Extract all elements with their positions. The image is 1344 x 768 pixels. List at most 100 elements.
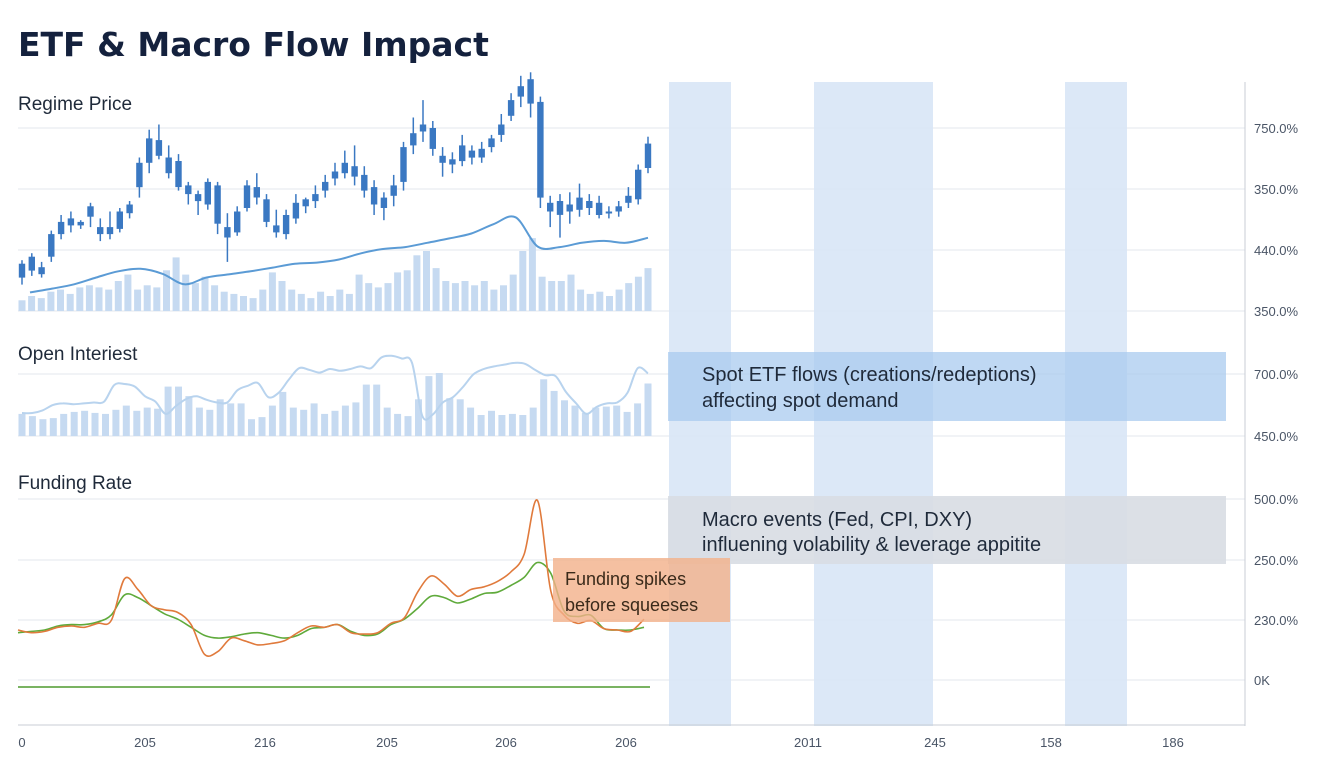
- candle-body: [390, 185, 397, 196]
- oi-bar: [488, 410, 495, 436]
- candle-body: [547, 202, 554, 212]
- volume-bar: [461, 281, 469, 311]
- volume-bar: [307, 298, 315, 311]
- candle-body: [282, 215, 290, 235]
- oi-bar: [122, 405, 130, 437]
- oi-bar: [39, 419, 47, 436]
- candle-body: [165, 157, 172, 174]
- oi-bar: [81, 410, 89, 436]
- oi-bar: [425, 376, 433, 436]
- candle-body: [292, 202, 300, 219]
- oi-bar: [446, 398, 454, 436]
- volume-bar: [384, 283, 392, 311]
- candle-body: [459, 145, 466, 162]
- oi-bar: [404, 416, 412, 436]
- volume-bar: [47, 291, 55, 311]
- oi-bar: [154, 408, 162, 436]
- candle-body: [380, 197, 388, 208]
- volume-bar: [394, 272, 402, 311]
- volume-bar: [57, 289, 64, 311]
- panel-label-funding: Funding Rate: [18, 473, 132, 494]
- funding-rate-lines: [17, 499, 650, 688]
- x-tick-label: 0: [18, 735, 25, 750]
- oi-line-path: [21, 354, 649, 421]
- oi-bar: [268, 405, 276, 437]
- volume-bar: [423, 251, 430, 311]
- volume-bar: [259, 289, 267, 311]
- oi-bar: [634, 403, 642, 436]
- candle-body: [77, 221, 84, 226]
- oi-bar: [341, 405, 349, 437]
- volume-bar: [317, 291, 325, 311]
- candle-body: [517, 86, 524, 97]
- candle-body: [351, 166, 358, 177]
- volume-bar: [230, 293, 238, 311]
- volume-bar: [577, 289, 585, 311]
- candle-body: [234, 211, 241, 233]
- volume-bar: [548, 281, 556, 311]
- volume-bar: [625, 283, 633, 311]
- candle-body: [312, 194, 319, 202]
- etf-annotation-line-1: Spot ETF flows (creations/redeptions): [702, 364, 1037, 386]
- price-candles: [18, 72, 652, 285]
- open-interest-bars: [18, 373, 652, 437]
- volume-bar: [355, 274, 363, 311]
- volume-bar: [615, 289, 623, 311]
- candle-body: [38, 267, 45, 275]
- candle-body: [341, 162, 348, 174]
- oi-bar: [498, 415, 506, 436]
- candle-body: [273, 225, 280, 233]
- oi-bar: [383, 407, 391, 436]
- volume-bar: [374, 287, 382, 311]
- oi-bar: [529, 407, 537, 436]
- candle-body: [625, 195, 632, 203]
- volume-bar: [606, 296, 613, 311]
- candle-body: [361, 174, 368, 191]
- candle-body: [488, 138, 495, 148]
- volume-bar: [557, 281, 565, 311]
- volume-bar: [134, 289, 142, 311]
- oi-bar: [519, 415, 527, 436]
- oi-bar: [237, 403, 245, 436]
- candle-body: [302, 199, 309, 207]
- candle-body: [439, 155, 446, 163]
- candle-body: [410, 133, 417, 146]
- volume-bar: [345, 293, 353, 311]
- candle-body: [615, 206, 622, 212]
- volume-bar: [442, 281, 450, 311]
- candle-body: [331, 171, 339, 179]
- volume-bar: [95, 287, 103, 311]
- candle-body: [97, 227, 104, 235]
- candle-body: [586, 201, 593, 208]
- volume-bar: [567, 274, 575, 311]
- volume-bar: [143, 285, 151, 311]
- oi-bar: [644, 383, 652, 436]
- volume-bar: [182, 274, 190, 311]
- oi-bar: [258, 417, 266, 436]
- y-tick-label: 350.0%: [1254, 182, 1299, 197]
- candle-body: [468, 150, 476, 158]
- panel-label-open-interest: Open Interiest: [18, 344, 138, 365]
- volume-bar: [480, 281, 488, 311]
- y-tick-label: 750.0%: [1254, 121, 1299, 136]
- y-tick-label: 250.0%: [1254, 553, 1299, 568]
- oi-bar: [195, 407, 203, 436]
- oi-bar: [467, 407, 475, 436]
- y-tick-label: 700.0%: [1254, 367, 1299, 382]
- oi-bar: [415, 399, 422, 437]
- y-tick-label: 230.0%: [1254, 613, 1299, 628]
- oi-bar: [321, 413, 329, 436]
- oi-bar: [300, 409, 308, 437]
- candle-body: [224, 227, 231, 238]
- volume-bar: [76, 287, 84, 311]
- volume-bar: [278, 281, 286, 311]
- candle-body: [605, 211, 613, 214]
- volume-bar: [37, 298, 45, 311]
- oi-bar: [561, 400, 568, 436]
- volume-bar: [538, 276, 546, 311]
- candle-body: [507, 100, 515, 116]
- volume-bar: [500, 285, 507, 311]
- volume-bar: [220, 291, 228, 311]
- candle-body: [126, 204, 133, 214]
- oi-bar: [49, 418, 57, 436]
